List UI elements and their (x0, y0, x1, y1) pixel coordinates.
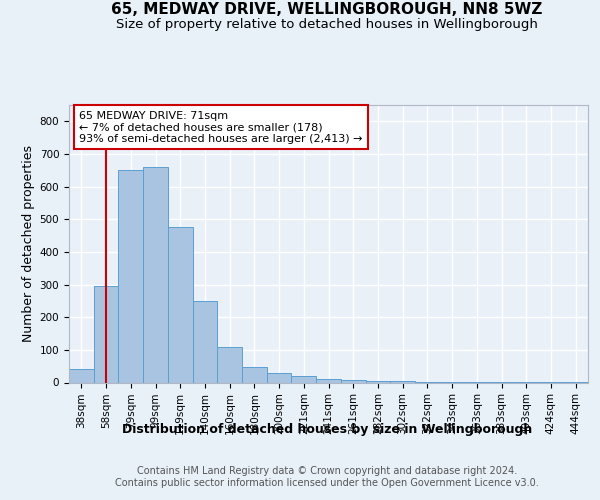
Bar (168, 228, 193, 382)
Bar (94, 286, 118, 382)
Bar (267, 372, 292, 382)
Text: Size of property relative to detached houses in Wellingborough: Size of property relative to detached ho… (116, 18, 538, 31)
Bar (341, 380, 365, 382)
Text: 65, MEDWAY DRIVE, WELLINGBOROUGH, NN8 5WZ: 65, MEDWAY DRIVE, WELLINGBOROUGH, NN8 5W… (112, 2, 542, 16)
Text: 65 MEDWAY DRIVE: 71sqm
← 7% of detached houses are smaller (178)
93% of semi-det: 65 MEDWAY DRIVE: 71sqm ← 7% of detached … (79, 110, 363, 144)
Bar (217, 346, 242, 382)
Bar (316, 378, 341, 382)
Bar (193, 301, 217, 382)
Bar (390, 381, 415, 382)
Bar (118, 170, 143, 382)
Text: Contains HM Land Registry data © Crown copyright and database right 2024.
Contai: Contains HM Land Registry data © Crown c… (115, 466, 539, 487)
Bar (143, 167, 168, 382)
Bar (365, 381, 390, 382)
Bar (69, 370, 94, 382)
Bar (292, 376, 316, 382)
Y-axis label: Number of detached properties: Number of detached properties (22, 145, 35, 342)
Text: Distribution of detached houses by size in Wellingborough: Distribution of detached houses by size … (122, 422, 532, 436)
Bar (242, 367, 267, 382)
